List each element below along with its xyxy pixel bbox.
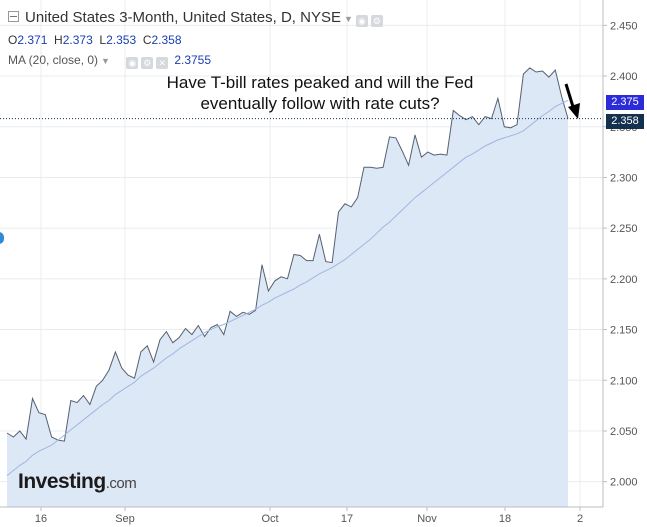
ma-label: MA (20, close, 0): [8, 53, 99, 67]
investing-logo: Investing.com: [18, 470, 137, 494]
ma-caret-icon[interactable]: ▼: [101, 56, 110, 66]
ohlc-open-value: 2.371: [17, 33, 48, 47]
y-tick-label: 2.050: [610, 426, 638, 438]
ma-eye-icon[interactable]: ◉: [126, 57, 139, 69]
x-tick-label: 18: [499, 513, 511, 525]
last-price-tag: 2.358: [606, 114, 644, 129]
ohlc-high-key: H: [54, 33, 63, 47]
y-tick-label: 2.200: [610, 274, 638, 286]
y-tick-label: 2.400: [610, 71, 638, 83]
y-tick-label: 2.000: [610, 477, 638, 489]
price-axis[interactable]: 2.0002.0502.1002.1502.2002.2502.3002.350…: [603, 20, 638, 489]
eye-icon[interactable]: ◉: [355, 15, 368, 27]
ma-legend[interactable]: MA (20, close, 0) ▼ ◉ ⚙ ✕ 2.3755: [8, 53, 211, 69]
collapse-icon[interactable]: [8, 11, 19, 22]
ohlc-open-key: O: [8, 33, 18, 47]
x-tick-label: Nov: [417, 513, 437, 525]
caret-down-icon[interactable]: ▼: [343, 14, 353, 24]
ma-value: 2.3755: [174, 53, 212, 67]
settings-icon[interactable]: ⚙: [370, 15, 383, 27]
ohlc-readout: O2.371 H2.373 L2.353 C2.358: [8, 33, 182, 47]
x-tick-label: 16: [35, 513, 47, 525]
logo-main: Investing: [18, 470, 106, 493]
chart-annotation: Have T-bill rates peaked and will the Fe…: [120, 72, 520, 114]
annotation-line-2: eventually follow with rate cuts?: [200, 94, 440, 113]
ohlc-low-key: L: [99, 33, 107, 47]
ma-settings-icon[interactable]: ⚙: [141, 57, 154, 69]
annotation-line-1: Have T-bill rates peaked and will the Fe…: [166, 73, 474, 92]
chart-legend-title[interactable]: United States 3-Month, United States, D,…: [8, 9, 383, 27]
price-line: [6, 67, 569, 442]
y-tick-label: 2.100: [610, 375, 638, 387]
down-arrow-icon: [564, 83, 580, 119]
time-axis[interactable]: 16 Sep Oct 17 Nov 18 2: [35, 507, 583, 525]
y-tick-label: 2.150: [610, 325, 638, 337]
y-tick-label: 2.450: [610, 20, 638, 32]
x-tick-label: Oct: [261, 513, 278, 525]
ohlc-close-value: 2.358: [151, 33, 182, 47]
moving-average-line: [6, 99, 569, 476]
logo-suffix: .com: [105, 475, 137, 492]
ohlc-low-value: 2.353: [106, 33, 137, 47]
price-area: [7, 67, 568, 508]
ohlc-high-value: 2.373: [62, 33, 93, 47]
y-tick-label: 2.250: [610, 223, 638, 235]
ma-close-icon[interactable]: ✕: [156, 57, 169, 69]
ohlc-close-key: C: [142, 33, 152, 47]
ma-price-tag: 2.375: [606, 95, 644, 110]
x-tick-label: 2: [577, 513, 583, 525]
x-tick-label: Sep: [115, 513, 135, 525]
y-tick-label: 2.300: [610, 172, 638, 184]
side-toolbar-handle[interactable]: [0, 232, 4, 244]
x-tick-label: 17: [341, 513, 353, 525]
symbol-title: United States 3-Month, United States, D,…: [25, 9, 341, 26]
